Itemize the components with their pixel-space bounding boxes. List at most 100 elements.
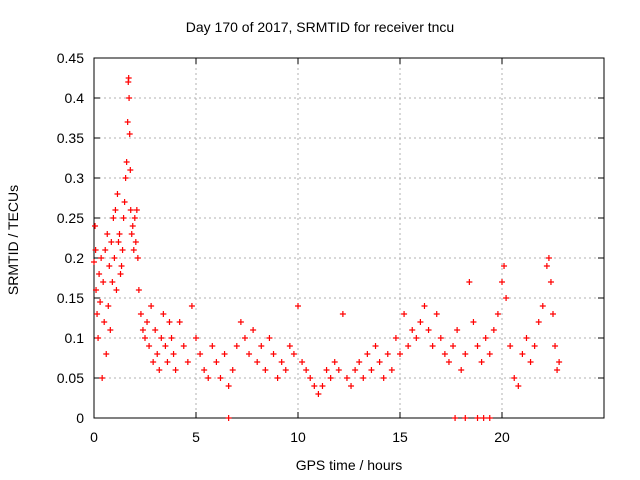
data-point xyxy=(96,271,103,277)
data-point xyxy=(384,351,391,357)
data-point xyxy=(392,335,399,341)
x-tick-label: 0 xyxy=(90,429,98,445)
data-point xyxy=(450,343,457,349)
data-point xyxy=(193,335,199,341)
y-tick-label: 0.1 xyxy=(65,330,85,346)
data-point xyxy=(486,415,493,421)
data-point xyxy=(209,343,216,349)
data-point xyxy=(101,319,108,325)
data-point xyxy=(148,303,155,309)
data-point xyxy=(250,327,257,333)
data-point xyxy=(409,327,416,333)
data-point xyxy=(335,367,342,373)
data-point xyxy=(547,279,554,285)
data-point xyxy=(466,279,473,285)
data-point xyxy=(364,351,371,357)
y-tick-label: 0.3 xyxy=(65,170,85,186)
data-point xyxy=(266,335,273,341)
data-point xyxy=(327,375,334,381)
data-point xyxy=(401,311,408,317)
data-point xyxy=(108,239,115,245)
y-ticks: 0 0.05 0.1 0.15 0.2 0.25 0.3 0.35 0.4 0.45 xyxy=(57,50,604,426)
data-point xyxy=(170,351,177,357)
data-point xyxy=(299,359,306,365)
data-point xyxy=(405,343,412,349)
data-point xyxy=(421,303,428,309)
data-points xyxy=(91,75,563,421)
data-point xyxy=(425,327,432,333)
data-point xyxy=(356,359,363,365)
data-point xyxy=(94,311,101,317)
data-point xyxy=(474,343,481,349)
data-point xyxy=(176,319,183,325)
data-point xyxy=(110,215,117,221)
data-point xyxy=(311,383,318,389)
data-point xyxy=(458,367,465,373)
data-point xyxy=(146,343,153,349)
data-point xyxy=(519,351,526,357)
data-point xyxy=(380,375,387,381)
data-point xyxy=(556,359,563,365)
data-point xyxy=(103,351,110,357)
data-point xyxy=(205,375,212,381)
data-point xyxy=(343,375,350,381)
y-tick-label: 0.4 xyxy=(65,90,85,106)
data-point xyxy=(109,279,116,285)
data-point xyxy=(158,335,165,341)
data-point xyxy=(376,359,383,365)
data-point xyxy=(120,215,127,221)
y-tick-label: 0.2 xyxy=(65,250,85,266)
data-point xyxy=(445,359,452,365)
data-point xyxy=(286,343,293,349)
data-point xyxy=(413,335,420,341)
data-point xyxy=(166,319,173,325)
data-point xyxy=(352,367,359,373)
x-tick-label: 15 xyxy=(392,429,408,445)
data-point xyxy=(225,415,232,421)
data-point xyxy=(118,263,125,269)
data-point xyxy=(348,383,355,389)
data-point xyxy=(106,263,113,269)
data-point xyxy=(168,335,175,341)
data-point xyxy=(162,343,169,349)
data-point xyxy=(433,311,440,317)
data-point xyxy=(137,311,144,317)
data-point xyxy=(554,367,561,373)
data-point xyxy=(494,311,501,317)
data-point xyxy=(221,351,228,357)
axis-lines xyxy=(93,57,605,419)
data-point xyxy=(93,287,100,293)
data-point xyxy=(197,351,204,357)
data-point xyxy=(237,319,244,325)
data-point xyxy=(319,383,326,389)
data-point xyxy=(480,415,487,421)
x-axis-label: GPS time / hours xyxy=(296,457,403,473)
data-point xyxy=(128,231,135,237)
data-point xyxy=(462,351,469,357)
data-point xyxy=(545,255,552,261)
data-point xyxy=(119,247,126,253)
data-point xyxy=(154,351,161,357)
data-point xyxy=(515,383,522,389)
data-point xyxy=(121,199,128,205)
data-point xyxy=(372,343,379,349)
data-point xyxy=(539,303,546,309)
data-point xyxy=(126,95,133,101)
data-point xyxy=(92,247,99,253)
data-point xyxy=(503,295,510,301)
data-point xyxy=(139,327,146,333)
x-tick-label: 20 xyxy=(494,429,510,445)
data-point xyxy=(360,375,367,381)
data-point xyxy=(225,383,232,389)
data-point xyxy=(246,351,253,357)
data-point xyxy=(315,391,322,397)
data-point xyxy=(100,279,107,285)
data-point xyxy=(486,351,493,357)
data-point xyxy=(116,231,123,237)
data-point xyxy=(115,239,122,245)
y-axis-label: SRMTID / TECUs xyxy=(5,185,21,295)
data-point xyxy=(112,207,119,213)
data-point xyxy=(417,319,424,325)
data-point xyxy=(126,131,133,137)
data-point xyxy=(217,375,224,381)
